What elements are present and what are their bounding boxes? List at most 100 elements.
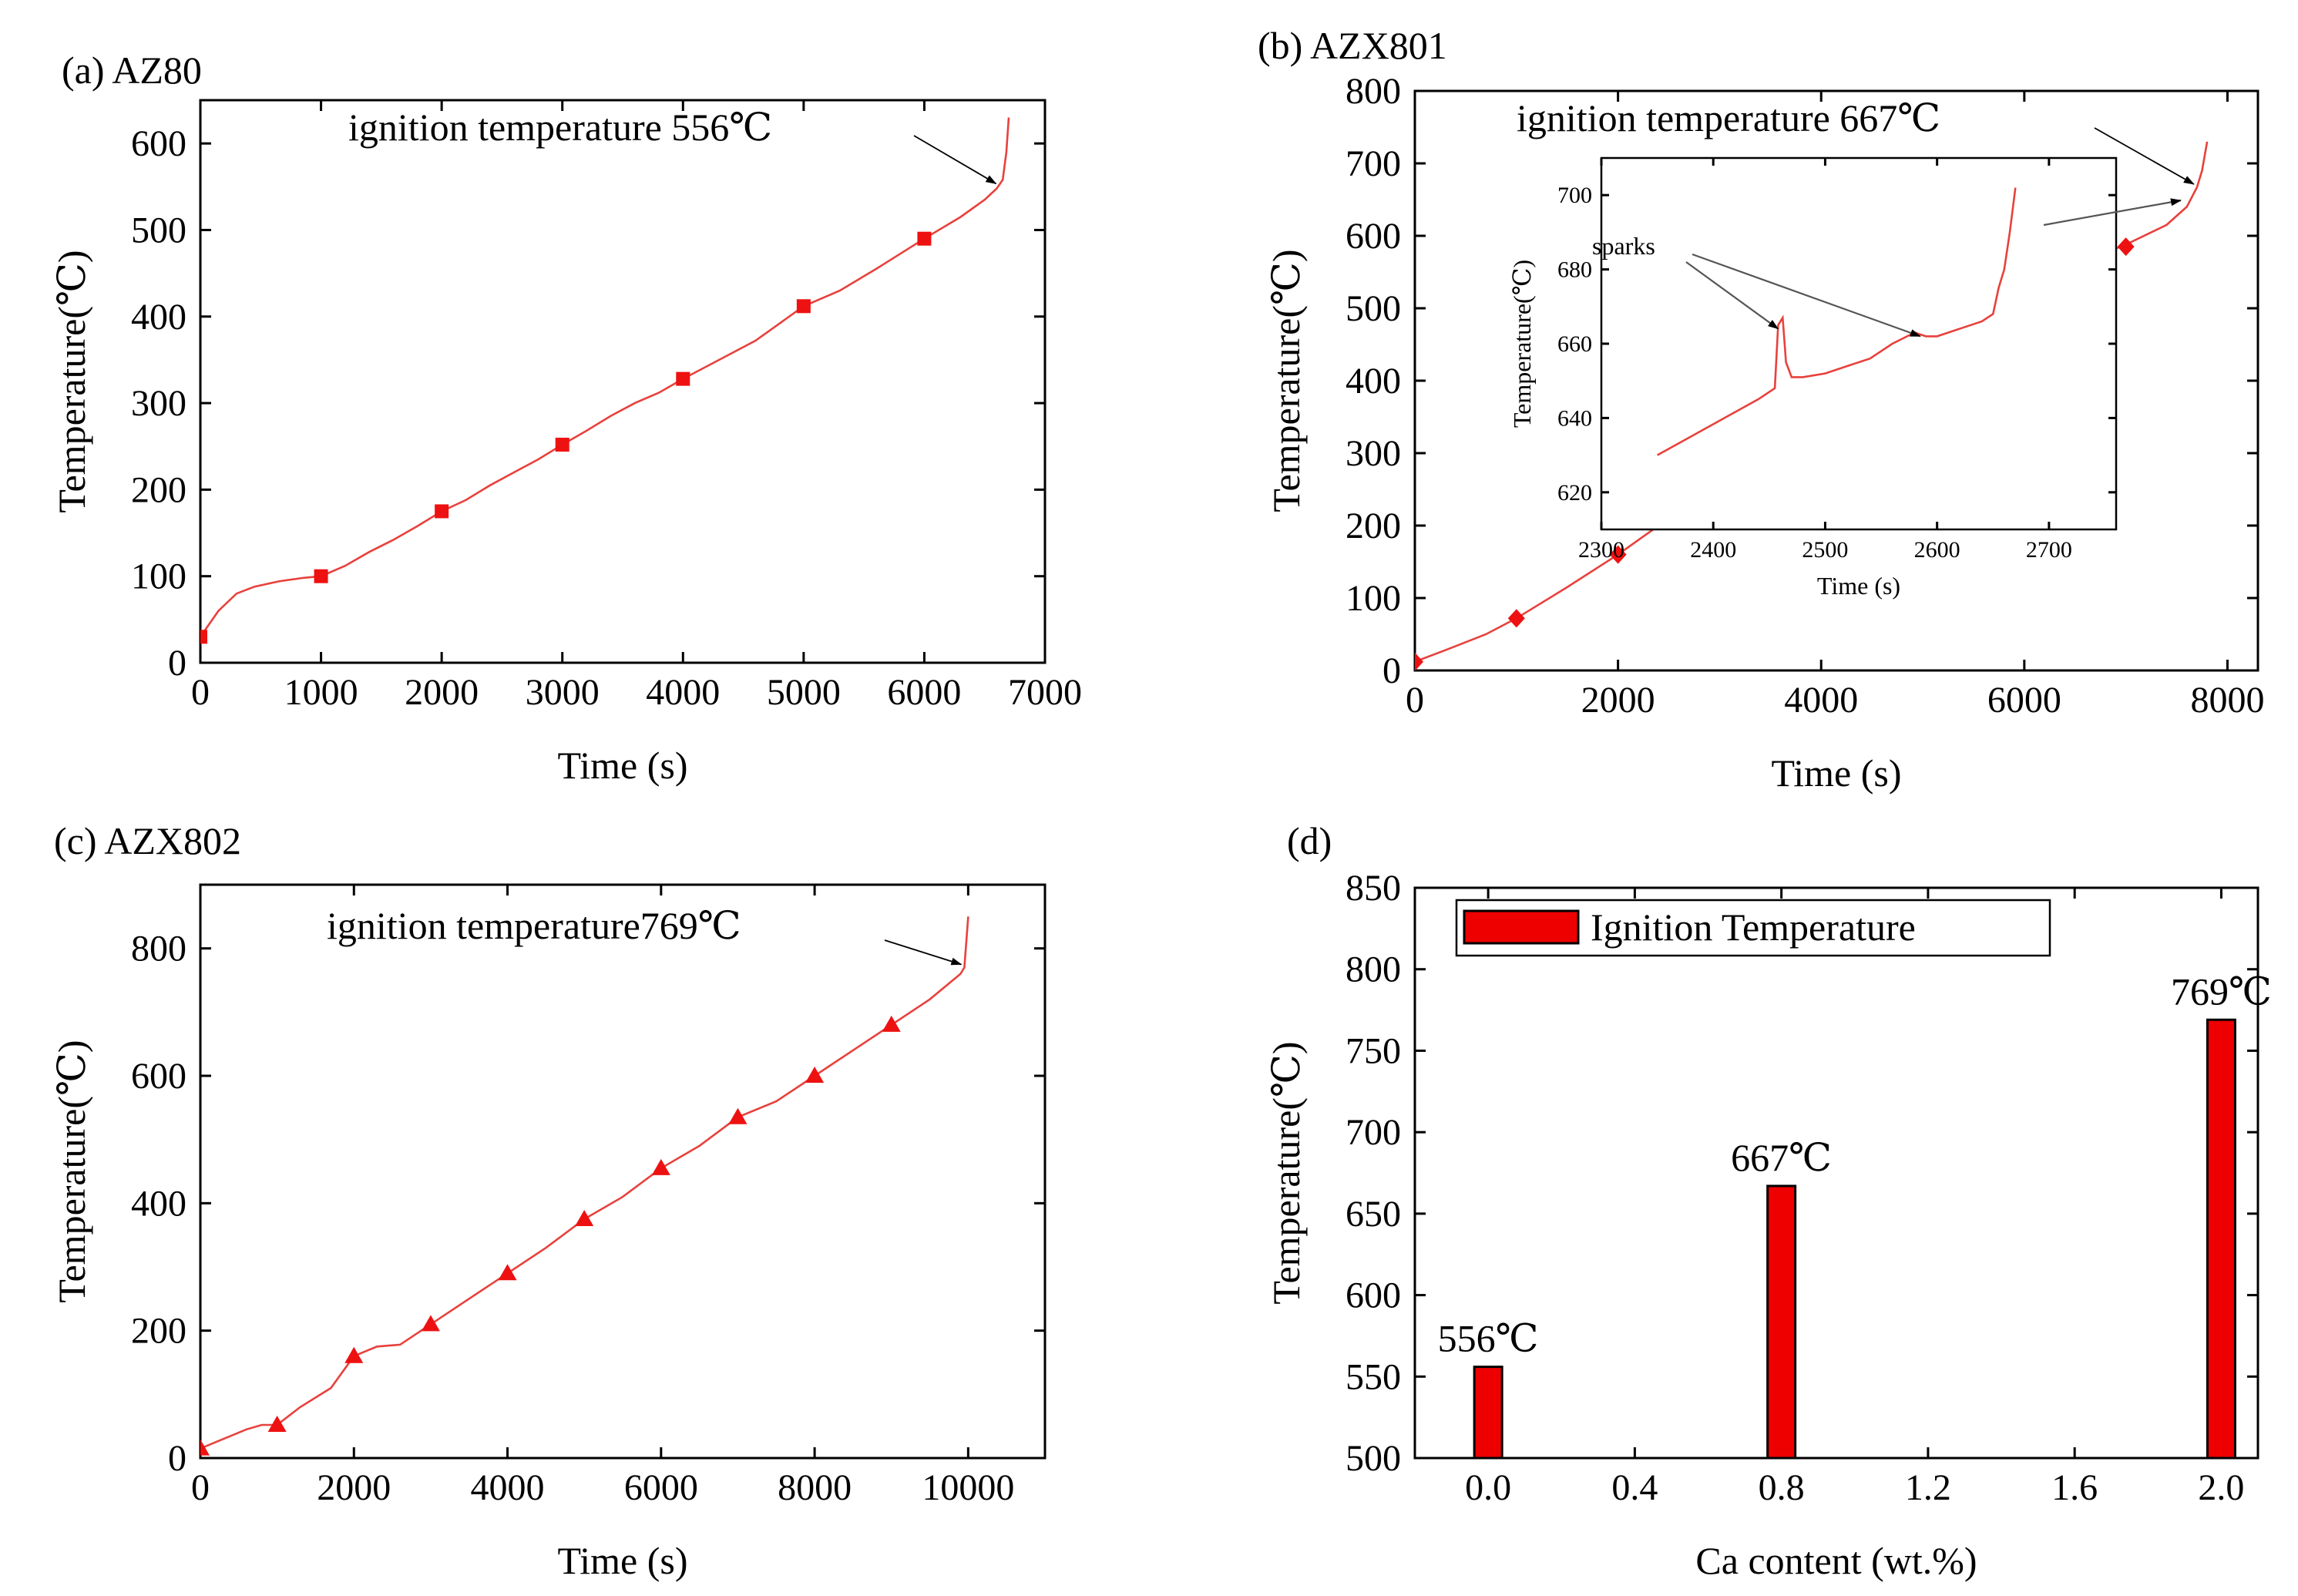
x-tick-label: 2400 <box>1690 537 1736 563</box>
x-tick-label: 4000 <box>471 1467 545 1508</box>
x-tick-label: 0.4 <box>1611 1467 1658 1508</box>
ignition-annotation: ignition temperature 667℃ <box>1517 96 1940 139</box>
x-tick-label: 8000 <box>2190 680 2264 721</box>
y-axis-label: Temperature(℃) <box>1265 1041 1308 1304</box>
x-tick-label: 0 <box>1406 680 1424 721</box>
y-tick-label: 600 <box>1346 1275 1401 1316</box>
x-tick-label: 2000 <box>1581 680 1655 721</box>
plot-frame <box>199 99 1047 664</box>
data-point-diamond <box>1415 652 1423 670</box>
bar <box>1766 1184 1797 1460</box>
legend-swatch <box>1463 909 1580 945</box>
y-tick-label: 300 <box>1346 433 1401 474</box>
sparks-label: sparks <box>1592 232 1655 260</box>
x-tick-label: 0.0 <box>1465 1467 1511 1508</box>
x-tick-label: 10000 <box>922 1467 1014 1508</box>
x-axis-label: Time (s) <box>1817 572 1900 600</box>
x-tick-label: 6000 <box>624 1467 698 1508</box>
ignition-annotation: ignition temperature 556℃ <box>348 106 772 149</box>
data-point-triangle <box>882 1015 901 1032</box>
y-tick-label: 200 <box>1346 506 1401 546</box>
data-point-diamond <box>1507 609 1525 628</box>
data-point-triangle <box>728 1107 748 1124</box>
series-line <box>200 916 969 1450</box>
legend-label: Ignition Temperature <box>1591 906 1916 949</box>
x-tick-label: 4000 <box>1784 680 1858 721</box>
y-tick-label: 550 <box>1346 1356 1401 1397</box>
series-group <box>200 117 1010 644</box>
y-tick-label: 700 <box>1346 143 1401 184</box>
x-tick-label: 5000 <box>767 672 841 713</box>
y-tick-label: 400 <box>131 297 186 338</box>
inset-link-arrow <box>2043 198 2182 227</box>
y-tick-label: 500 <box>1346 1438 1401 1479</box>
x-tick-label: 6000 <box>1987 680 2061 721</box>
y-axis-label: Temperature(℃) <box>50 250 93 512</box>
plot-frame <box>199 883 1047 1460</box>
inset-chart: 2300 2400 2500 2600 2700 620 640 660 680 700 Time … <box>1508 156 2182 600</box>
y-axis-label: Temperature(℃) <box>1265 249 1308 512</box>
annotation-arrow <box>913 135 997 185</box>
y-tick-label: 500 <box>131 210 186 250</box>
panel-title: (c) AZX802 <box>54 819 241 862</box>
y-tick-label: 600 <box>131 123 186 164</box>
bar <box>2206 1018 2236 1460</box>
data-point-square <box>435 504 449 519</box>
bar-value-label: 556℃ <box>1438 1317 1539 1360</box>
panel-title: (d) <box>1287 819 1332 862</box>
x-tick-label: 0 <box>191 672 210 713</box>
data-point-triangle <box>200 1439 210 1456</box>
panel-d: (d) 0.0 0.4 0.8 1.2 1.6 2.0 500 550 600 650 700 750 8… <box>1265 819 2272 1582</box>
y-axis-label: Temperature(℃) <box>1508 260 1536 428</box>
bar-value-label: 667℃ <box>1731 1136 1832 1179</box>
sparks-arrow-1 <box>1685 261 1779 330</box>
annotation-arrow <box>884 939 963 966</box>
x-tick-label: 2.0 <box>2198 1467 2244 1508</box>
y-tick-label: 200 <box>131 469 186 510</box>
x-tick-label: 4000 <box>646 672 720 713</box>
data-point-square <box>314 569 328 583</box>
x-tick-label: 2700 <box>2026 537 2072 563</box>
inset-series-line <box>1656 187 2017 456</box>
sparks-arrow-2 <box>1692 253 1921 338</box>
plot-frame <box>1413 886 2259 1460</box>
x-tick-label: 3000 <box>526 672 600 713</box>
data-point-square <box>917 231 932 246</box>
ignition-annotation: ignition temperature769℃ <box>327 904 741 947</box>
y-tick-label: 700 <box>1557 183 1592 208</box>
data-point-square <box>200 630 207 644</box>
annotation-arrow <box>2094 127 2195 185</box>
panel-a: (a) AZ80 0 1000 2000 3000 4000 5000 6000 7000 0 10… <box>50 49 1082 787</box>
x-tick-label: 1.6 <box>2051 1467 2098 1508</box>
x-tick-label: 2300 <box>1578 537 1624 563</box>
x-tick-label: 1.2 <box>1905 1467 1951 1508</box>
data-point-triangle <box>651 1158 670 1175</box>
data-point-square <box>796 299 811 314</box>
x-axis-label: Time (s) <box>557 1539 687 1582</box>
x-axis-label: Time (s) <box>1771 751 1901 795</box>
y-tick-label: 400 <box>131 1183 186 1224</box>
y-tick-label: 500 <box>1346 288 1401 329</box>
data-point-triangle <box>267 1416 287 1433</box>
y-tick-label: 620 <box>1557 480 1592 506</box>
data-point-triangle <box>344 1346 364 1363</box>
y-tick-label: 400 <box>1346 361 1401 402</box>
plot-frame <box>1600 156 2118 531</box>
y-tick-label: 680 <box>1557 257 1592 283</box>
panel-b: (b) AZX801 0 2000 4000 6000 8000 0 100 200 300 400… <box>1258 24 2264 795</box>
y-tick-label: 0 <box>168 643 186 684</box>
y-tick-label: 600 <box>131 1056 186 1097</box>
y-tick-label: 100 <box>1346 578 1401 619</box>
y-tick-label: 750 <box>1346 1030 1401 1071</box>
series-group <box>200 916 969 1456</box>
x-axis-label: Time (s) <box>557 744 687 787</box>
y-tick-label: 800 <box>131 929 186 969</box>
panel-title: (b) AZX801 <box>1258 24 1447 67</box>
y-tick-label: 700 <box>1346 1112 1401 1153</box>
y-tick-label: 200 <box>131 1311 186 1352</box>
bar <box>1473 1366 1503 1460</box>
panel-title: (a) AZ80 <box>62 49 202 92</box>
x-tick-label: 6000 <box>887 672 961 713</box>
data-point-triangle <box>805 1067 825 1083</box>
